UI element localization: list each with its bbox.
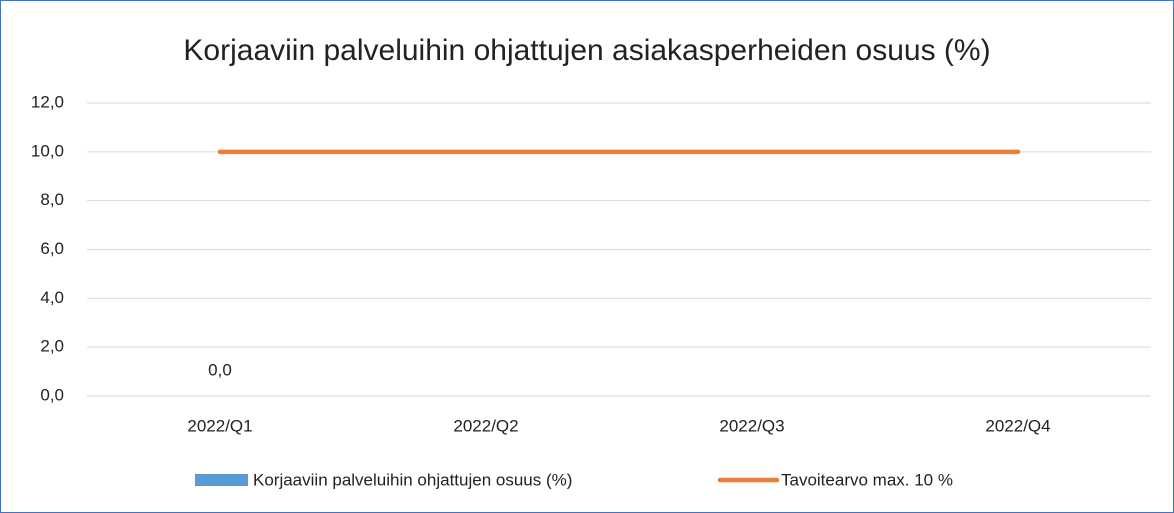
y-tick-label: 10,0 — [31, 141, 64, 160]
legend-label: Tavoitearvo max. 10 % — [781, 470, 953, 489]
y-tick-label: 8,0 — [40, 190, 64, 209]
x-tick-label: 2022/Q2 — [453, 416, 518, 435]
y-tick-label: 12,0 — [31, 92, 64, 111]
y-tick-label: 4,0 — [40, 288, 64, 307]
legend-swatch — [195, 474, 248, 486]
chart-title: Korjaaviin palveluihin ohjattujen asiaka… — [183, 34, 990, 67]
y-tick-label: 6,0 — [40, 239, 64, 258]
x-tick-label: 2022/Q3 — [719, 416, 784, 435]
y-tick-label: 0,0 — [40, 385, 64, 404]
legend-label: Korjaaviin palveluihin ohjattujen osuus … — [253, 470, 572, 489]
x-tick-label: 2022/Q4 — [985, 416, 1050, 435]
x-tick-label: 2022/Q1 — [187, 416, 252, 435]
data-label: 0,0 — [208, 360, 232, 379]
y-tick-label: 2,0 — [40, 337, 64, 356]
